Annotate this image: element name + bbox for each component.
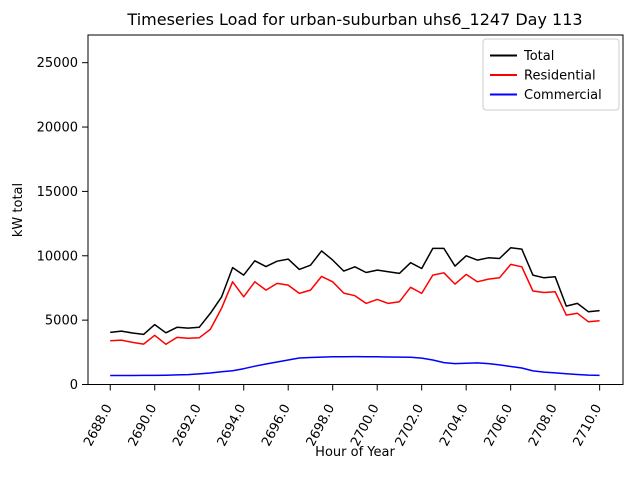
- y-tick-label: 10000: [37, 249, 78, 264]
- y-tick-label: 25000: [37, 56, 78, 71]
- legend-label-commercial: Commercial: [524, 88, 602, 103]
- y-tick-label: 5000: [45, 314, 78, 329]
- series-line-commercial: [110, 355, 600, 377]
- x-axis-label: Hour of Year: [315, 445, 395, 460]
- series-lines: [110, 247, 600, 377]
- legend: Total Residential Commercial: [482, 38, 620, 111]
- y-tick-label: 20000: [37, 121, 78, 136]
- legend-label-total: Total: [523, 49, 554, 64]
- plot-border: [87, 34, 624, 385]
- y-tick-label: 0: [70, 378, 78, 393]
- legend-label-residential: Residential: [524, 69, 596, 84]
- legend-frame: [482, 38, 620, 111]
- y-tick-label: 15000: [37, 185, 78, 200]
- series-line-total: [110, 247, 600, 336]
- series-line-residential: [110, 263, 600, 346]
- y-axis-label: kW total: [11, 183, 26, 237]
- chart-title: Timeseries Load for urban-suburban uhs6_…: [126, 10, 582, 30]
